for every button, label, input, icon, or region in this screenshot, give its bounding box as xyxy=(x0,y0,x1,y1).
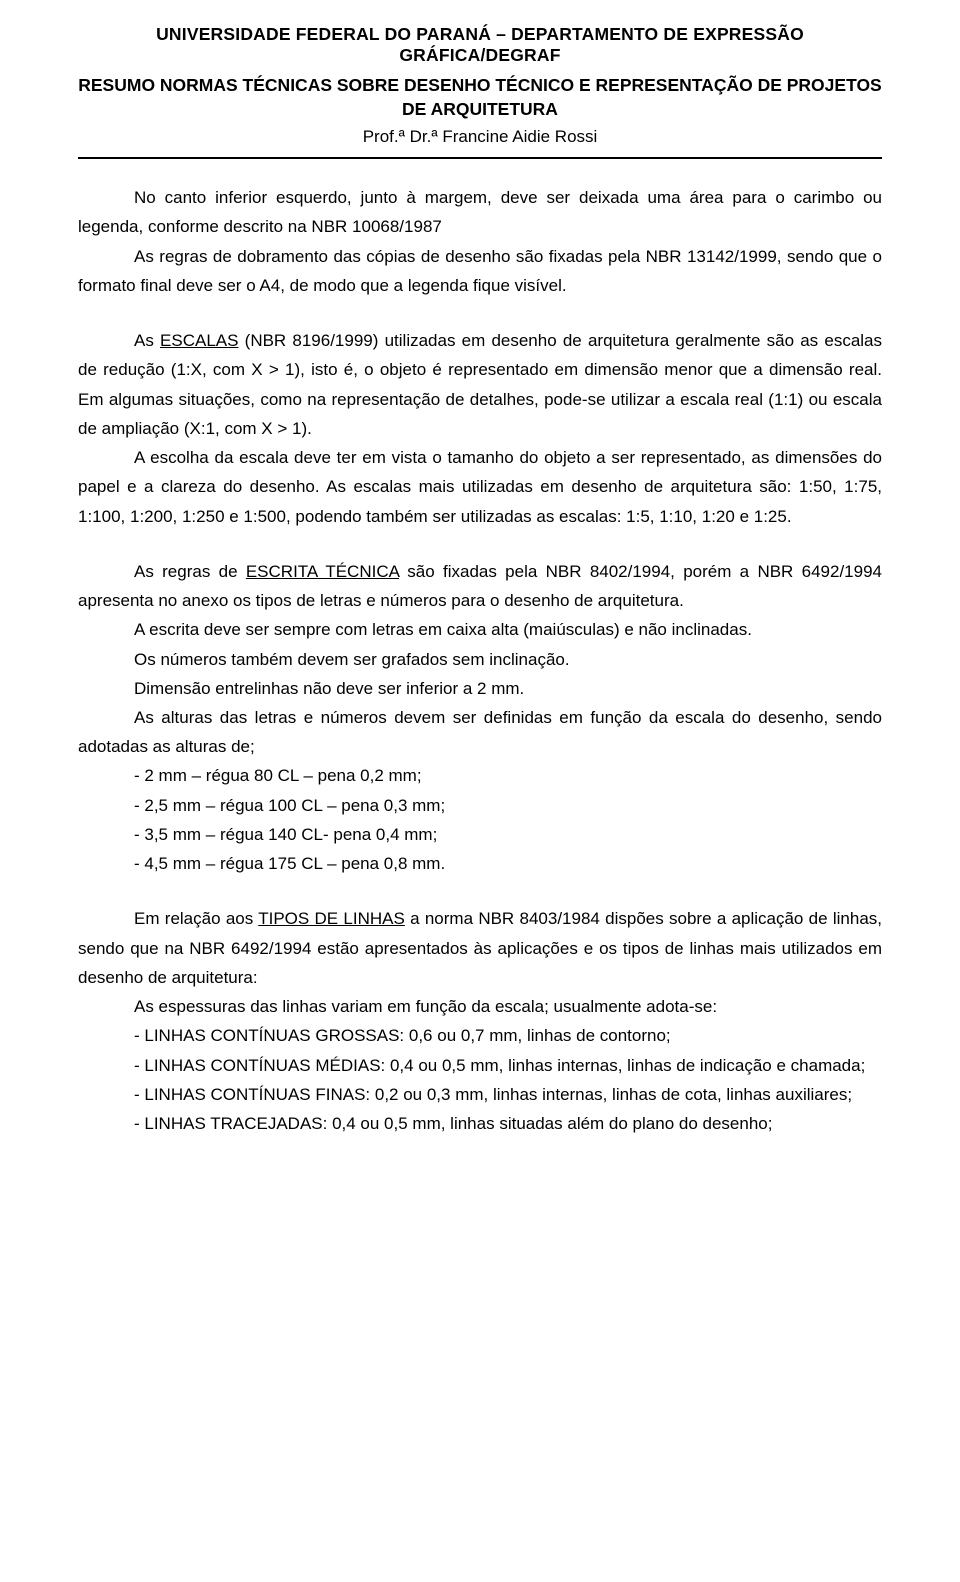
paragraph: A escrita deve ser sempre com letras em … xyxy=(78,615,882,644)
list-item: - LINHAS TRACEJADAS: 0,4 ou 0,5 mm, linh… xyxy=(78,1109,882,1138)
header-title: RESUMO NORMAS TÉCNICAS SOBRE DESENHO TÉC… xyxy=(78,74,882,121)
underlined-term: ESCALAS xyxy=(160,331,238,350)
paragraph-block-4: Em relação aos TIPOS DE LINHAS a norma N… xyxy=(78,904,882,1138)
document-page: UNIVERSIDADE FEDERAL DO PARANÁ – DEPARTA… xyxy=(0,0,960,1178)
list-item: - 3,5 mm – régua 140 CL- pena 0,4 mm; xyxy=(78,820,882,849)
paragraph-block-1: No canto inferior esquerdo, junto à marg… xyxy=(78,183,882,300)
paragraph-block-2: As ESCALAS (NBR 8196/1999) utilizadas em… xyxy=(78,326,882,531)
text-run: As xyxy=(134,331,160,350)
paragraph: No canto inferior esquerdo, junto à marg… xyxy=(78,183,882,241)
paragraph: Dimensão entrelinhas não deve ser inferi… xyxy=(78,674,882,703)
paragraph: Os números também devem ser grafados sem… xyxy=(78,645,882,674)
paragraph: Em relação aos TIPOS DE LINHAS a norma N… xyxy=(78,904,882,992)
paragraph: As alturas das letras e números devem se… xyxy=(78,703,882,761)
list-item: - 2,5 mm – régua 100 CL – pena 0,3 mm; xyxy=(78,791,882,820)
paragraph: A escolha da escala deve ter em vista o … xyxy=(78,443,882,531)
list-item: - LINHAS CONTÍNUAS GROSSAS: 0,6 ou 0,7 m… xyxy=(78,1021,882,1050)
underlined-term: TIPOS DE LINHAS xyxy=(258,909,405,928)
header-author: Prof.ª Dr.ª Francine Aidie Rossi xyxy=(78,127,882,147)
paragraph: As regras de ESCRITA TÉCNICA são fixadas… xyxy=(78,557,882,615)
underlined-term: ESCRITA TÉCNICA xyxy=(246,562,399,581)
paragraph: As regras de dobramento das cópias de de… xyxy=(78,242,882,300)
list-item: - LINHAS CONTÍNUAS MÉDIAS: 0,4 ou 0,5 mm… xyxy=(78,1051,882,1080)
paragraph-block-3: As regras de ESCRITA TÉCNICA são fixadas… xyxy=(78,557,882,879)
list-item: - 2 mm – régua 80 CL – pena 0,2 mm; xyxy=(78,761,882,790)
document-body: No canto inferior esquerdo, junto à marg… xyxy=(78,183,882,1138)
text-run: Em relação aos xyxy=(134,909,258,928)
text-run: As regras de xyxy=(134,562,246,581)
document-header: UNIVERSIDADE FEDERAL DO PARANÁ – DEPARTA… xyxy=(78,24,882,147)
list-item: - 4,5 mm – régua 175 CL – pena 0,8 mm. xyxy=(78,849,882,878)
paragraph: As ESCALAS (NBR 8196/1999) utilizadas em… xyxy=(78,326,882,443)
header-institution: UNIVERSIDADE FEDERAL DO PARANÁ – DEPARTA… xyxy=(78,24,882,66)
header-rule xyxy=(78,157,882,159)
list-item: - LINHAS CONTÍNUAS FINAS: 0,2 ou 0,3 mm,… xyxy=(78,1080,882,1109)
paragraph: As espessuras das linhas variam em funçã… xyxy=(78,992,882,1021)
